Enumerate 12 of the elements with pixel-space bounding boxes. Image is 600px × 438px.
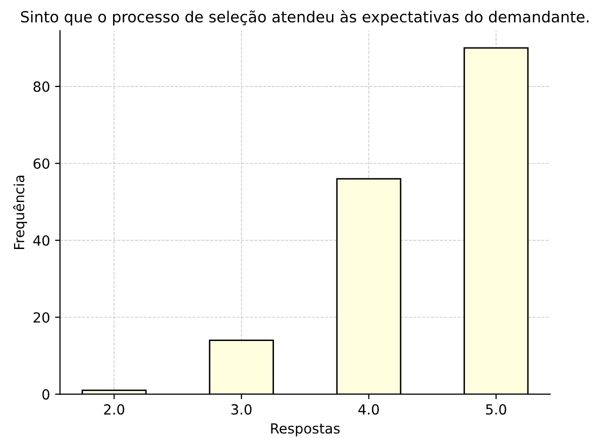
y-tick-label: 60 [34, 158, 50, 169]
y-tick-label: 40 [33, 235, 50, 246]
y-tick-label: 20 [34, 312, 50, 323]
x-tick-label: 4.0 [358, 404, 379, 415]
y-tick-label: 80 [34, 81, 50, 92]
chart-title: Sinto que o processo de seleção atendeu às expectativas do demandante. [21, 10, 589, 26]
x-tick-label: 5.0 [486, 404, 506, 415]
x-tick-label: 2.0 [104, 404, 124, 415]
x-tick-label: 3.0 [231, 404, 252, 415]
x-axis-title: Respostas [271, 423, 340, 436]
y-tick-label: 0 [42, 389, 50, 400]
y-axis-title: Frequência [13, 176, 28, 250]
